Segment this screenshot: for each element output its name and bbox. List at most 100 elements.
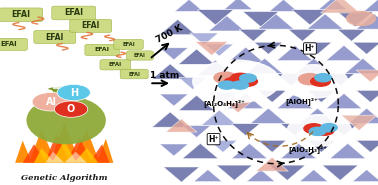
Text: EFAI: EFAI: [82, 21, 100, 30]
Text: H⁺: H⁺: [305, 44, 315, 53]
Polygon shape: [352, 170, 378, 182]
Polygon shape: [254, 42, 282, 54]
Polygon shape: [307, 90, 335, 102]
FancyBboxPatch shape: [0, 38, 28, 51]
Polygon shape: [345, 58, 378, 73]
Circle shape: [299, 74, 321, 85]
Polygon shape: [179, 77, 207, 89]
Polygon shape: [216, 165, 253, 180]
Polygon shape: [349, 108, 378, 123]
Polygon shape: [356, 90, 378, 102]
Polygon shape: [321, 0, 360, 13]
Polygon shape: [296, 58, 332, 73]
Text: H: H: [70, 88, 78, 97]
Circle shape: [32, 92, 70, 111]
FancyBboxPatch shape: [34, 30, 76, 43]
Polygon shape: [160, 19, 196, 35]
Polygon shape: [341, 115, 377, 130]
Circle shape: [193, 60, 280, 103]
Polygon shape: [224, 0, 253, 10]
Polygon shape: [318, 0, 347, 10]
Polygon shape: [280, 143, 316, 159]
Circle shape: [315, 74, 332, 82]
Text: H⁺: H⁺: [208, 135, 219, 144]
Polygon shape: [152, 64, 188, 79]
Circle shape: [314, 126, 334, 135]
Polygon shape: [326, 45, 362, 60]
Text: EFAI: EFAI: [11, 10, 30, 19]
Circle shape: [214, 72, 237, 83]
Polygon shape: [231, 143, 268, 159]
Polygon shape: [166, 119, 197, 132]
Polygon shape: [194, 170, 222, 182]
Polygon shape: [197, 10, 233, 25]
Text: [Al₂O₄H₄]²⁺: [Al₂O₄H₄]²⁺: [203, 100, 245, 107]
Polygon shape: [243, 12, 279, 27]
Text: Al: Al: [45, 97, 57, 107]
Text: [AlO₂H₃]²⁺: [AlO₂H₃]²⁺: [288, 145, 327, 153]
FancyBboxPatch shape: [52, 6, 96, 20]
Ellipse shape: [48, 87, 84, 91]
Text: O: O: [67, 104, 75, 114]
FancyBboxPatch shape: [85, 44, 119, 56]
Circle shape: [347, 11, 375, 26]
Polygon shape: [231, 124, 260, 136]
Circle shape: [224, 78, 243, 87]
Polygon shape: [356, 140, 378, 152]
Circle shape: [240, 74, 256, 82]
Polygon shape: [160, 144, 188, 156]
Text: EFAI: EFAI: [122, 42, 135, 47]
Polygon shape: [356, 14, 378, 29]
Polygon shape: [183, 125, 211, 137]
Text: EFAI: EFAI: [134, 53, 146, 58]
Polygon shape: [175, 0, 203, 11]
Polygon shape: [190, 33, 218, 45]
Polygon shape: [222, 99, 254, 113]
Polygon shape: [23, 133, 110, 163]
Polygon shape: [197, 60, 233, 75]
Polygon shape: [201, 110, 237, 125]
Text: [AlOH]²⁺: [AlOH]²⁺: [285, 97, 318, 105]
Text: EFAI: EFAI: [0, 41, 17, 47]
Polygon shape: [256, 157, 288, 171]
FancyBboxPatch shape: [100, 60, 131, 70]
Polygon shape: [246, 58, 282, 73]
Polygon shape: [322, 165, 358, 180]
Polygon shape: [326, 93, 362, 109]
Polygon shape: [356, 70, 378, 82]
Polygon shape: [277, 93, 313, 109]
Polygon shape: [160, 94, 188, 106]
Polygon shape: [352, 42, 378, 54]
Polygon shape: [299, 108, 335, 123]
Circle shape: [57, 84, 90, 101]
Polygon shape: [330, 124, 358, 136]
Circle shape: [287, 115, 352, 146]
Polygon shape: [163, 167, 200, 182]
Polygon shape: [250, 108, 287, 123]
Polygon shape: [179, 49, 215, 64]
Polygon shape: [269, 165, 305, 180]
Polygon shape: [299, 170, 328, 182]
Polygon shape: [288, 29, 316, 41]
Circle shape: [238, 77, 257, 86]
Text: EFAI: EFAI: [46, 33, 64, 41]
Text: EFAI: EFAI: [94, 47, 110, 53]
Polygon shape: [228, 47, 264, 62]
Polygon shape: [277, 45, 313, 60]
Polygon shape: [258, 14, 294, 29]
Polygon shape: [183, 143, 218, 159]
Circle shape: [231, 73, 250, 83]
Polygon shape: [246, 170, 275, 182]
Polygon shape: [228, 93, 264, 109]
Polygon shape: [364, 0, 378, 11]
FancyBboxPatch shape: [70, 19, 112, 33]
FancyBboxPatch shape: [120, 69, 148, 79]
Polygon shape: [337, 12, 373, 27]
Circle shape: [309, 127, 326, 135]
Text: Genetic Algorithm: Genetic Algorithm: [21, 174, 107, 182]
Polygon shape: [195, 42, 228, 55]
FancyBboxPatch shape: [126, 51, 153, 60]
Polygon shape: [277, 74, 305, 86]
Circle shape: [54, 101, 88, 117]
Circle shape: [280, 65, 348, 98]
